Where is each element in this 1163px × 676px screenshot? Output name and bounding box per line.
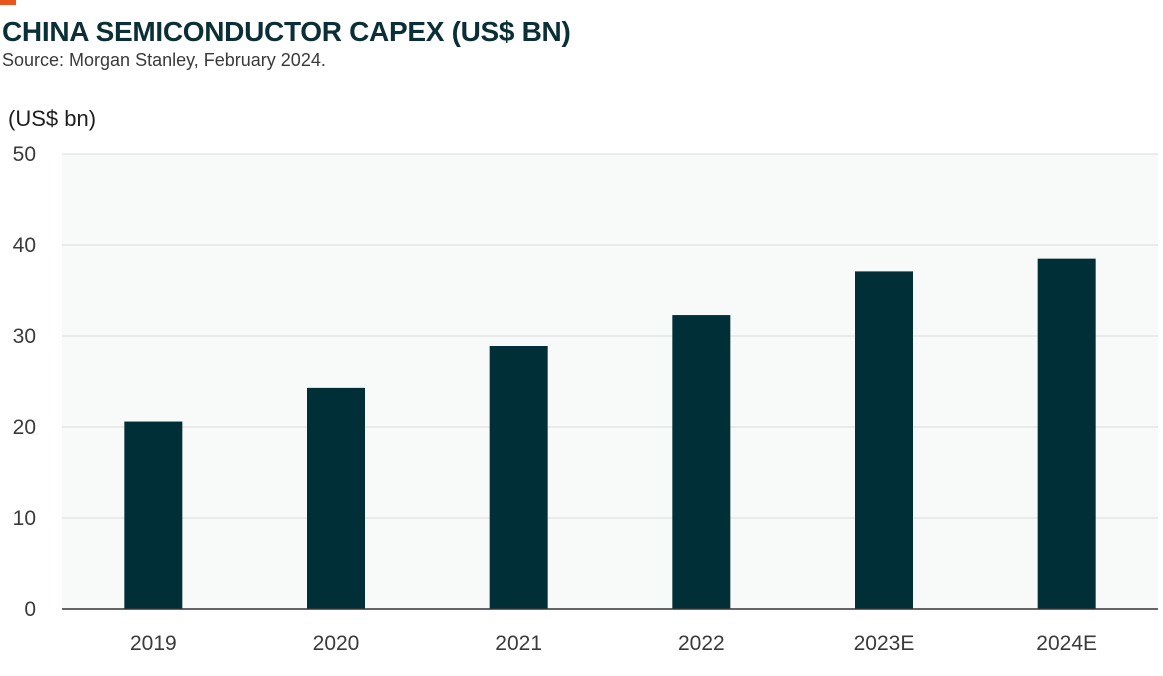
x-tick-label: 2023E (854, 632, 915, 655)
bar-2019 (124, 421, 183, 609)
bar-2021 (489, 346, 548, 609)
chart-source: Source: Morgan Stanley, February 2024. (2, 50, 326, 70)
x-tick-label: 2020 (313, 632, 360, 655)
x-tick-label: 2021 (495, 632, 542, 655)
plot-area (62, 154, 1158, 609)
x-tick-label: 2022 (678, 632, 725, 655)
y-tick-label: 30 (13, 325, 36, 348)
x-tick-label: 2019 (130, 632, 177, 655)
chart-title: CHINA SEMICONDUCTOR CAPEX (US$ BN) (2, 16, 571, 47)
bar-2024e (1037, 258, 1096, 609)
y-axis-unit-label: (US$ bn) (8, 106, 97, 131)
y-tick-label: 20 (13, 416, 36, 439)
bar-2023e (855, 271, 913, 609)
y-tick-label: 40 (13, 234, 36, 257)
bar-2022 (672, 315, 731, 609)
accent-mark (0, 0, 16, 5)
y-tick-label: 50 (13, 143, 36, 166)
bar-2020 (307, 387, 365, 609)
y-tick-label: 10 (13, 507, 36, 530)
x-tick-label: 2024E (1036, 632, 1097, 655)
y-tick-label: 0 (24, 598, 36, 621)
